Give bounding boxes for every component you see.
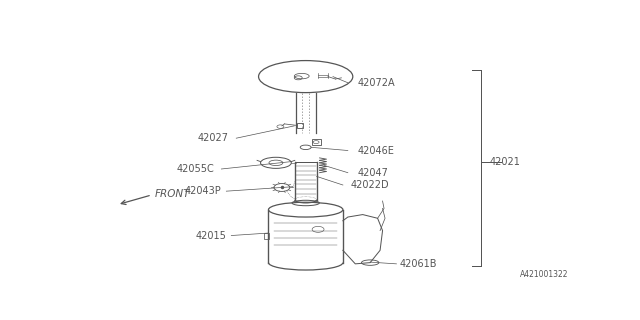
Text: 42022D: 42022D xyxy=(350,180,389,190)
Text: 42027: 42027 xyxy=(198,133,229,143)
Bar xyxy=(312,140,321,145)
Bar xyxy=(297,124,303,128)
Text: 42015: 42015 xyxy=(195,230,227,241)
Text: 42047: 42047 xyxy=(358,168,388,178)
Text: 42021: 42021 xyxy=(489,156,520,167)
Text: 42055C: 42055C xyxy=(176,164,214,174)
Text: 42072A: 42072A xyxy=(358,78,396,88)
Text: FRONT: FRONT xyxy=(154,189,190,199)
Text: 42061B: 42061B xyxy=(400,259,437,269)
Text: 42043P: 42043P xyxy=(184,186,221,196)
Text: 42046E: 42046E xyxy=(358,146,395,156)
Bar xyxy=(264,233,269,239)
Text: A421001322: A421001322 xyxy=(520,270,568,279)
